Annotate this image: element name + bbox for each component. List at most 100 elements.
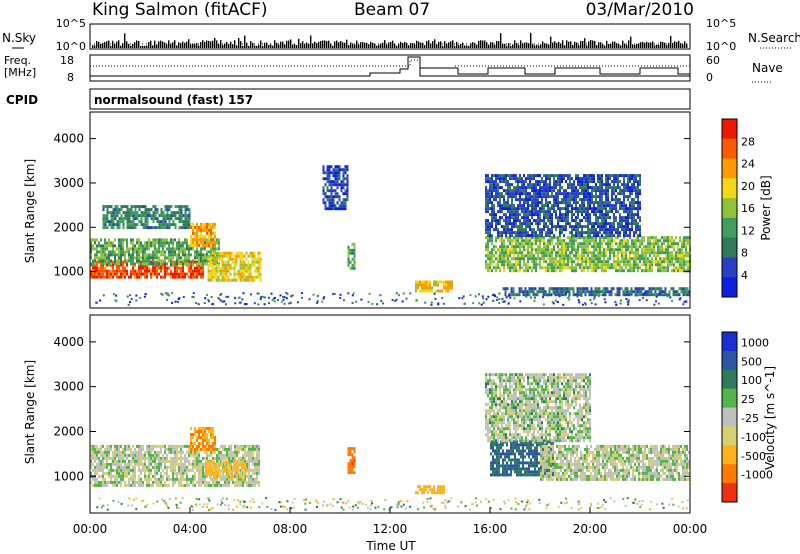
heatmap-cell — [186, 272, 188, 276]
heatmap-cell — [637, 210, 639, 214]
heatmap-cell — [560, 293, 563, 297]
heatmap-cell — [132, 226, 135, 230]
heatmap-cell — [635, 180, 637, 184]
heatmap-cell — [527, 251, 529, 255]
heatmap-cell — [100, 474, 102, 478]
heatmap-cell — [144, 250, 146, 254]
heatmap-cell — [351, 294, 354, 297]
heatmap-cell — [595, 198, 597, 202]
heatmap-cell — [487, 198, 489, 202]
nsky-bar — [116, 41, 118, 48]
heatmap-cell — [655, 260, 657, 264]
heatmap-cell — [543, 242, 545, 246]
heatmap-cell — [625, 219, 627, 223]
heatmap-cell — [405, 297, 408, 300]
heatmap-cell — [603, 228, 605, 232]
heatmap-cell — [128, 223, 131, 227]
heatmap-cell — [573, 198, 575, 202]
heatmap-cell — [611, 228, 613, 232]
heatmap-cell — [445, 289, 447, 293]
heatmap-cell — [108, 259, 110, 263]
heatmap-cell — [108, 220, 111, 224]
heatmap-cell — [603, 254, 605, 258]
heatmap-cell — [124, 269, 126, 273]
heatmap-cell — [116, 214, 119, 218]
heatmap-cell — [138, 214, 141, 218]
nsky-bar — [432, 41, 434, 48]
heatmap-cell — [507, 245, 509, 249]
nsky-bar — [474, 42, 476, 48]
heatmap-cell — [161, 293, 164, 296]
nsky-bar — [424, 45, 426, 48]
heatmap-cell — [545, 254, 547, 258]
heatmap-cell — [227, 266, 230, 270]
heatmap-cell — [96, 247, 98, 251]
heatmap-cell — [635, 213, 637, 217]
heatmap-cell — [106, 208, 109, 212]
heatmap-cell — [571, 183, 573, 187]
heatmap-cell — [485, 242, 487, 246]
heatmap-cell — [563, 245, 565, 249]
heatmap-cell — [154, 456, 156, 460]
heatmap-cell — [235, 278, 238, 282]
heatmap-cell — [529, 228, 531, 232]
heatmap-cell — [182, 266, 184, 270]
heatmap-cell — [613, 251, 615, 255]
heatmap-cell — [571, 189, 573, 193]
heatmap-cell — [649, 263, 651, 267]
heatmap-cell — [561, 192, 563, 196]
heatmap-cell — [631, 198, 633, 202]
heatmap-cell — [543, 195, 545, 199]
heatmap-cell — [160, 477, 162, 481]
heatmap-cell — [146, 241, 148, 245]
heatmap-cell — [561, 201, 563, 205]
heatmap-cell — [509, 216, 511, 220]
heatmap-cell — [118, 447, 120, 451]
heatmap-cell — [617, 245, 619, 249]
heatmap-cell — [485, 195, 487, 199]
heatmap-cell — [160, 444, 162, 448]
heatmap-cell — [551, 301, 554, 304]
heatmap-cell — [493, 266, 495, 270]
heatmap-cell — [192, 275, 194, 279]
heatmap-cell — [166, 211, 169, 215]
heatmap-cell — [251, 263, 254, 267]
nsky-bar — [222, 45, 224, 48]
heatmap-cell — [144, 241, 146, 245]
heatmap-cell — [581, 266, 583, 270]
heatmap-cell — [553, 180, 555, 184]
heatmap-cell — [122, 453, 124, 457]
heatmap-cell — [561, 216, 563, 220]
heatmap-cell — [146, 217, 149, 221]
heatmap-cell — [681, 260, 683, 264]
heatmap-cell — [661, 251, 663, 255]
heatmap-cell — [146, 275, 148, 279]
heatmap-cell — [577, 263, 579, 267]
heatmap-cell — [114, 447, 116, 451]
heatmap-cell — [607, 180, 609, 184]
heatmap-cell — [519, 213, 521, 217]
heatmap-cell — [509, 189, 511, 193]
nsky-bar — [356, 40, 358, 48]
heatmap-cell — [207, 266, 210, 270]
heatmap-cell — [609, 186, 611, 190]
heatmap-cell — [519, 260, 521, 264]
nsky-bar — [468, 45, 470, 48]
nsky-bar — [512, 44, 514, 48]
heatmap-cell — [116, 453, 118, 457]
heatmap-cell — [136, 453, 138, 457]
heatmap-cell — [615, 177, 617, 181]
heatmap-cell — [493, 210, 495, 214]
heatmap-cell — [539, 266, 541, 270]
heatmap-cell — [323, 296, 326, 299]
heatmap-cell — [611, 192, 613, 196]
heatmap-cell — [182, 226, 185, 230]
heatmap-cell — [631, 204, 633, 208]
nsky-bar — [280, 41, 282, 48]
heatmap-cell — [559, 201, 561, 205]
heatmap-cell — [601, 260, 603, 264]
heatmap-cell — [591, 245, 593, 249]
heatmap-cell — [557, 189, 559, 193]
heatmap-cell — [134, 247, 136, 251]
nsky-bar — [598, 42, 600, 48]
